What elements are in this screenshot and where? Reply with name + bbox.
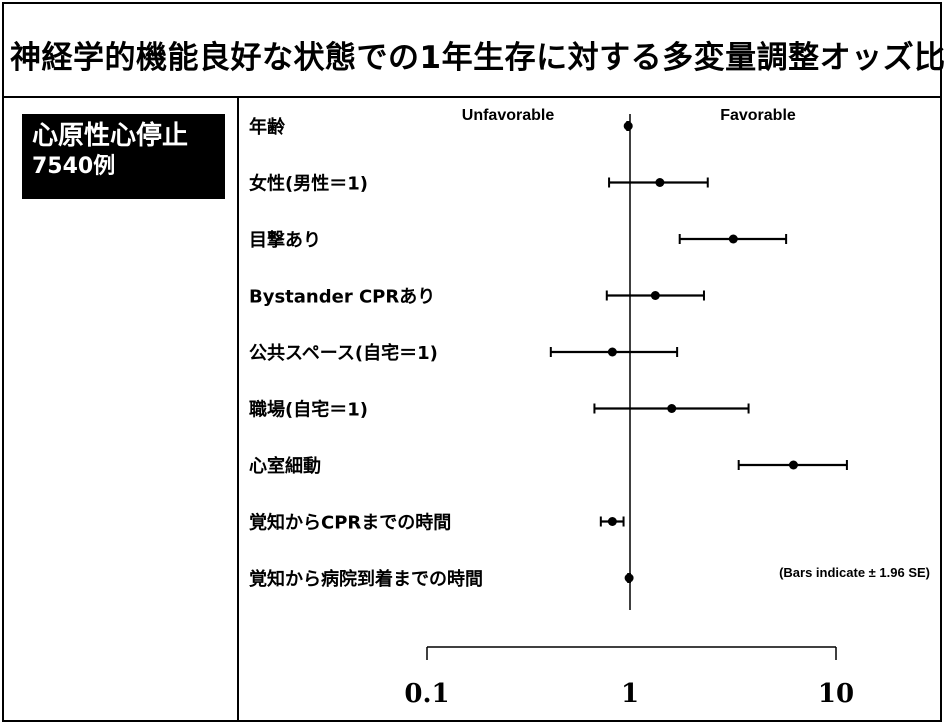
favorable-label: Favorable [720,107,796,124]
x-tick-label: 1 [621,679,639,709]
row-label: 公共スペース(自宅＝1) [249,342,438,364]
title-bar: 神経学的機能良好な状態での1年生存に対する多変量調整オッズ比 [2,2,945,98]
group-count: 7540例 [32,154,116,179]
row-label: 目撃あり [249,229,321,251]
error-bar-note: (Bars indicate ± 1.96 SE) [779,565,930,580]
odds-ratio-point [788,460,798,470]
odds-ratio-point [728,234,738,244]
odds-ratio-point [650,291,660,300]
odds-ratio-point [623,121,633,131]
odds-ratio-point [624,573,634,583]
row-label: 年齢 [249,116,286,138]
odds-ratio-point [607,347,617,357]
unfavorable-label: Unfavorable [462,107,555,124]
group-label: 心原性心停止 [32,121,189,151]
x-tick-label: 0.1 [404,679,449,709]
row-label: 覚知から病院到着までの時間 [249,568,483,590]
group-badge: 心原性心停止 7540例 [22,114,225,199]
odds-ratio-point [667,404,677,413]
page-title: 神経学的機能良好な状態での1年生存に対する多変量調整オッズ比 [10,40,946,76]
x-tick-label: 10 [818,679,854,709]
odds-ratio-point [607,517,617,526]
row-label: 職場(自宅＝1) [249,399,368,421]
row-label: Bystander CPRあり [249,287,435,308]
chart-panel [237,98,942,722]
row-label: 心室細動 [249,455,321,477]
row-label: 覚知からCPRまでの時間 [249,512,451,534]
row-label: 女性(男性＝1) [249,173,368,195]
odds-ratio-point [655,178,665,187]
